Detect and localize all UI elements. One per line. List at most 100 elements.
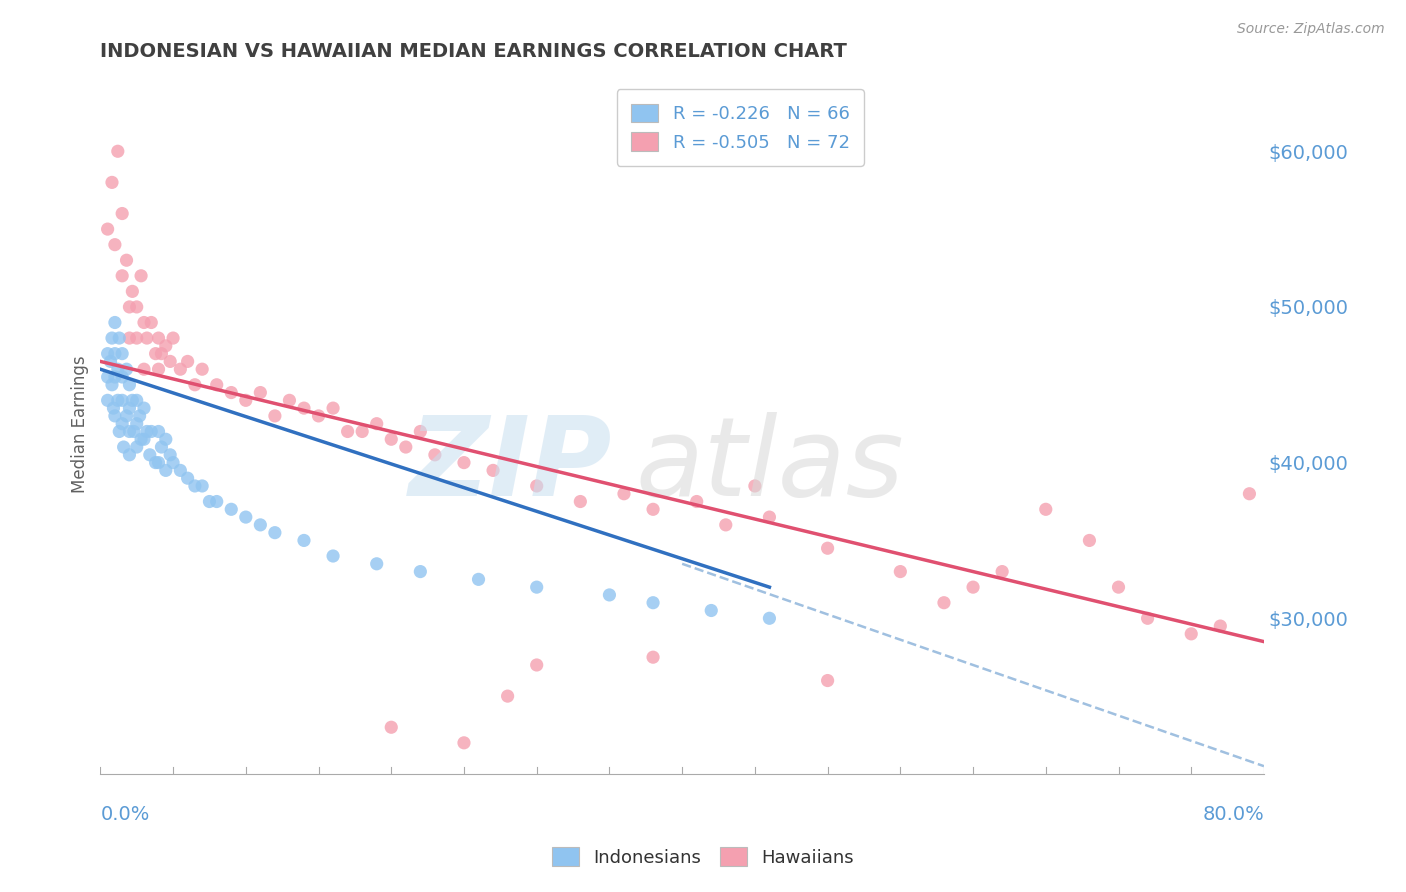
Point (107, 393, 129, 408)
Point (118, 401, 141, 416)
Point (235, 393, 257, 408)
Point (366, 417, 388, 431)
Point (191, 362, 214, 376)
Point (104, 237, 127, 252)
Point (150, 440, 173, 454)
Point (107, 362, 129, 376)
Point (162, 456, 184, 470)
Text: Source: ZipAtlas.com: Source: ZipAtlas.com (1237, 22, 1385, 37)
Point (132, 316, 155, 330)
Point (205, 494, 228, 508)
Point (155, 463, 177, 477)
Point (148, 331, 170, 345)
Point (135, 331, 157, 345)
Point (97, 222, 120, 236)
Point (1078, 533, 1101, 548)
Point (1035, 502, 1057, 516)
Point (817, 673, 839, 688)
Point (641, 596, 664, 610)
Point (962, 580, 984, 594)
Point (97, 393, 120, 408)
Point (198, 494, 221, 508)
Point (1209, 619, 1232, 633)
Point (103, 401, 125, 416)
Point (526, 657, 548, 672)
Point (380, 432, 402, 446)
Point (155, 432, 177, 446)
Point (122, 425, 145, 439)
Point (97, 370, 120, 384)
Point (104, 409, 127, 423)
Point (129, 432, 152, 446)
Point (482, 463, 505, 477)
Point (121, 393, 143, 408)
Point (125, 331, 148, 345)
Point (132, 432, 155, 446)
Point (145, 346, 167, 360)
Point (686, 494, 709, 508)
Point (817, 541, 839, 556)
Point (111, 206, 134, 220)
Point (336, 425, 359, 439)
Point (169, 362, 191, 376)
Text: INDONESIAN VS HAWAIIAN MEDIAN EARNINGS CORRELATION CHART: INDONESIAN VS HAWAIIAN MEDIAN EARNINGS C… (100, 42, 848, 61)
Point (135, 425, 157, 439)
Point (159, 354, 181, 368)
Point (159, 448, 181, 462)
Point (423, 448, 446, 462)
Point (1180, 627, 1202, 641)
Point (322, 549, 344, 563)
Text: 0.0%: 0.0% (100, 805, 149, 824)
Point (184, 377, 207, 392)
Point (97, 346, 120, 360)
Point (118, 300, 141, 314)
Point (641, 502, 664, 516)
Legend: Indonesians, Hawaiians: Indonesians, Hawaiians (546, 840, 860, 874)
Point (205, 377, 228, 392)
Point (1136, 611, 1159, 625)
Point (125, 300, 148, 314)
Point (308, 409, 330, 423)
Point (148, 456, 170, 470)
Text: 80.0%: 80.0% (1202, 805, 1264, 824)
Point (125, 393, 148, 408)
Point (101, 377, 124, 392)
Point (111, 393, 134, 408)
Point (569, 494, 592, 508)
Point (264, 409, 287, 423)
Point (991, 565, 1014, 579)
Point (115, 362, 138, 376)
Point (235, 510, 257, 524)
Point (176, 354, 198, 368)
Point (526, 580, 548, 594)
Point (100, 354, 122, 368)
Point (1108, 580, 1130, 594)
Point (1239, 487, 1261, 501)
Point (264, 525, 287, 540)
Point (380, 720, 402, 734)
Point (139, 448, 162, 462)
Point (409, 565, 432, 579)
Point (108, 331, 131, 345)
Point (111, 417, 134, 431)
Point (111, 268, 134, 283)
Point (395, 440, 418, 454)
Point (169, 463, 191, 477)
Point (121, 285, 143, 299)
Point (219, 502, 242, 516)
Point (409, 425, 432, 439)
Point (278, 393, 301, 408)
Point (104, 316, 127, 330)
Point (322, 401, 344, 416)
Point (453, 456, 475, 470)
Point (155, 339, 177, 353)
Point (249, 517, 271, 532)
Point (758, 510, 780, 524)
Point (249, 385, 271, 400)
Point (104, 370, 127, 384)
Point (118, 425, 141, 439)
Point (453, 736, 475, 750)
Point (714, 517, 737, 532)
Point (148, 362, 170, 376)
Point (162, 331, 184, 345)
